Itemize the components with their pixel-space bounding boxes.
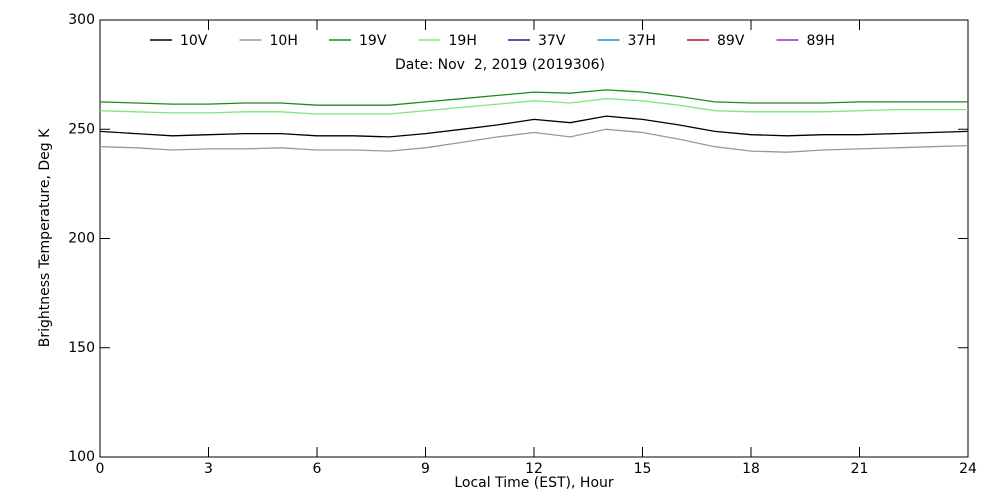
x-tick-label: 21 <box>851 461 869 477</box>
y-tick-label: 100 <box>68 449 95 465</box>
y-tick-label: 150 <box>68 340 95 356</box>
y-tick-label: 200 <box>68 231 95 247</box>
legend-label: 89V <box>717 33 745 49</box>
legend-label: 37H <box>628 33 656 49</box>
y-tick-label: 250 <box>68 121 95 137</box>
legend-label: 10V <box>180 33 208 49</box>
series-line <box>99 115 969 138</box>
x-tick-label: 15 <box>634 461 652 477</box>
y-tick-label: 300 <box>68 12 95 28</box>
x-tick-label: 9 <box>421 461 430 477</box>
x-tick-label: 0 <box>96 461 105 477</box>
series-line <box>99 89 968 106</box>
legend-label: 10H <box>270 33 298 49</box>
series-line <box>99 128 969 153</box>
x-tick-label: 18 <box>742 461 760 477</box>
series-line <box>99 98 968 115</box>
legend-label: 37V <box>538 33 566 49</box>
x-tick-label: 12 <box>525 461 543 477</box>
chart-subtitle: Date: Nov 2, 2019 (2019306) <box>395 57 605 73</box>
legend-label: 19V <box>359 33 387 49</box>
x-tick-label: 6 <box>313 461 322 477</box>
legend-label: 19H <box>449 33 477 49</box>
x-tick-label: 24 <box>959 461 977 477</box>
y-axis-label: Brightness Temperature, Deg K <box>37 128 53 347</box>
x-tick-label: 3 <box>204 461 213 477</box>
x-axis-label: Local Time (EST), Hour <box>454 475 614 491</box>
legend-label: 89H <box>807 33 835 49</box>
plot-frame <box>99 19 969 458</box>
